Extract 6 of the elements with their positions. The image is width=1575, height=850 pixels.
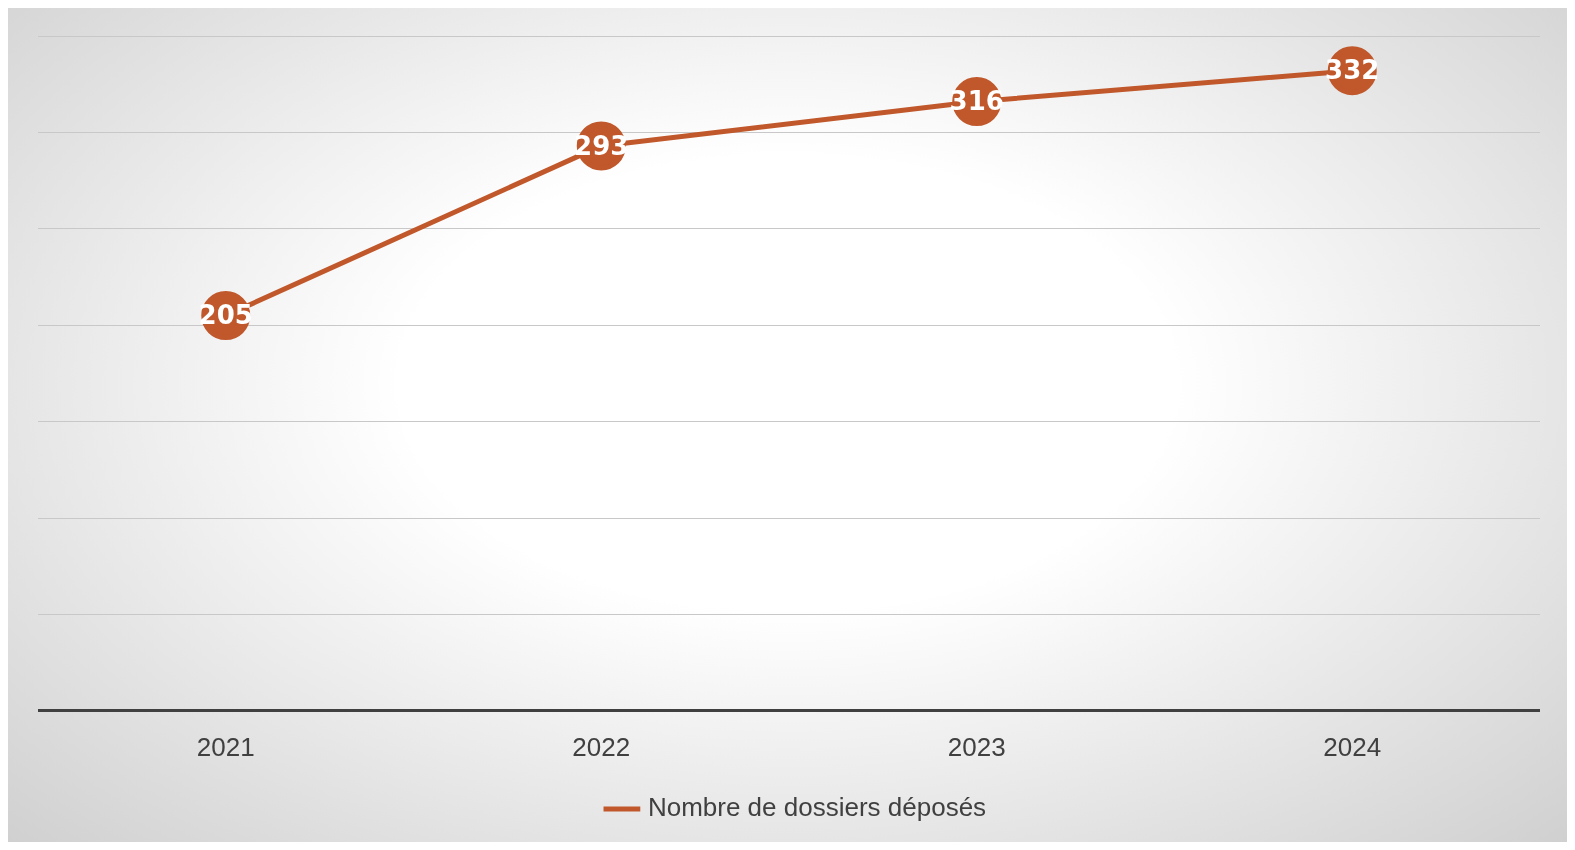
data-label: 332 <box>1325 55 1380 86</box>
x-tick-label: 2022 <box>572 731 631 762</box>
x-tick-label: 2023 <box>947 731 1006 762</box>
x-tick-label: 2021 <box>196 731 255 762</box>
legend-label: Nombre de dossiers déposés <box>647 792 987 823</box>
x-tick-label: 2024 <box>1323 731 1382 762</box>
